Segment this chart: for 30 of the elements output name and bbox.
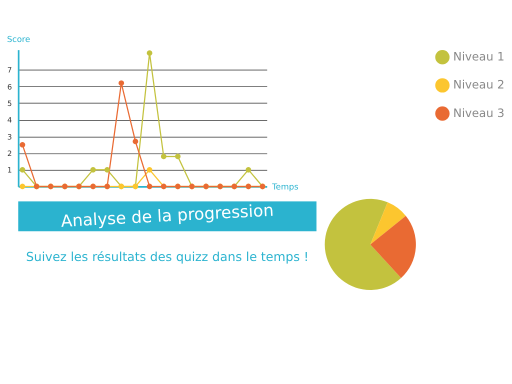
point [146, 184, 152, 190]
pie-slice [370, 216, 416, 278]
point [104, 167, 110, 173]
y-axis-title: Score [7, 34, 30, 44]
point [146, 50, 152, 56]
legend-label: Niveau 3 [453, 106, 505, 120]
point [20, 184, 26, 190]
y-tick-label: 7 [7, 66, 12, 75]
point [20, 167, 26, 173]
legend-label: Niveau 1 [453, 50, 505, 64]
y-tick-label: 4 [7, 116, 12, 125]
y-tick-label: 6 [7, 82, 12, 92]
point [146, 167, 152, 173]
y-tick-label: 3 [7, 132, 12, 142]
text: Suivez les résultats des quizz dans le temps ! [26, 249, 309, 264]
pie-slice [324, 198, 402, 290]
point [132, 138, 138, 144]
legend-label: Niveau 2 [453, 78, 505, 92]
point [118, 80, 124, 86]
y-tick-label: 2 [7, 149, 12, 158]
point [160, 154, 166, 160]
x-axis-title: Temps [271, 181, 298, 192]
point [175, 154, 181, 160]
pie-slice [370, 202, 406, 244]
y-tick-label: 1 [7, 166, 12, 175]
text: Analyse de la progression [60, 200, 274, 231]
y-tick-label: 5 [7, 99, 12, 108]
point [20, 142, 26, 148]
point [90, 167, 96, 173]
point [246, 167, 252, 173]
